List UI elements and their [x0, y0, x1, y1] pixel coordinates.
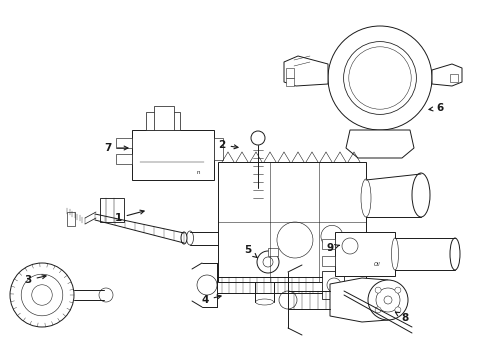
Bar [67, 212, 75, 226]
Polygon shape [346, 130, 414, 158]
Ellipse shape [361, 179, 371, 217]
Circle shape [32, 285, 52, 305]
Circle shape [342, 238, 358, 254]
Circle shape [375, 287, 381, 293]
Circle shape [356, 54, 404, 102]
Text: Oil: Oil [374, 262, 380, 267]
Text: 2: 2 [219, 140, 238, 150]
Text: 6: 6 [429, 103, 443, 113]
Ellipse shape [181, 232, 187, 244]
Text: 9: 9 [326, 243, 339, 253]
Bar [132, 130, 214, 180]
Circle shape [279, 291, 297, 309]
Ellipse shape [187, 231, 194, 245]
Circle shape [257, 251, 279, 273]
Circle shape [10, 263, 74, 327]
Text: 5: 5 [245, 245, 257, 257]
Bar [286, 78, 294, 86]
Ellipse shape [450, 238, 460, 270]
Circle shape [395, 287, 401, 293]
Bar [450, 74, 458, 82]
Circle shape [395, 307, 401, 313]
Bar [100, 198, 124, 222]
Bar [154, 106, 174, 130]
Text: 8: 8 [395, 312, 409, 323]
Polygon shape [432, 64, 462, 86]
Bar [322, 256, 335, 266]
Bar [218, 162, 366, 282]
Bar [322, 271, 344, 299]
Circle shape [277, 222, 313, 258]
Circle shape [197, 275, 217, 295]
Text: 7: 7 [104, 143, 128, 153]
Polygon shape [284, 56, 328, 86]
Text: 1: 1 [114, 210, 144, 223]
Bar [116, 154, 132, 164]
Ellipse shape [392, 238, 398, 270]
Polygon shape [330, 278, 388, 322]
Bar [146, 112, 180, 130]
Text: n: n [196, 170, 200, 175]
Circle shape [375, 307, 381, 313]
Circle shape [376, 288, 400, 312]
Circle shape [328, 26, 432, 130]
Circle shape [370, 69, 390, 87]
Circle shape [349, 47, 411, 109]
Circle shape [327, 278, 341, 292]
Text: 3: 3 [24, 275, 46, 285]
Bar [116, 138, 132, 148]
Circle shape [263, 257, 273, 267]
Ellipse shape [412, 173, 430, 217]
Circle shape [384, 296, 392, 304]
Bar [214, 138, 223, 160]
Circle shape [364, 61, 396, 95]
Bar [322, 239, 335, 249]
Circle shape [368, 280, 408, 320]
Bar [335, 232, 395, 276]
Circle shape [251, 131, 265, 145]
Ellipse shape [256, 299, 273, 305]
Bar [268, 248, 278, 256]
Bar [286, 68, 294, 78]
Circle shape [21, 274, 63, 316]
Circle shape [321, 225, 343, 247]
Circle shape [99, 288, 113, 302]
Text: 4: 4 [201, 295, 221, 305]
Circle shape [343, 42, 416, 114]
